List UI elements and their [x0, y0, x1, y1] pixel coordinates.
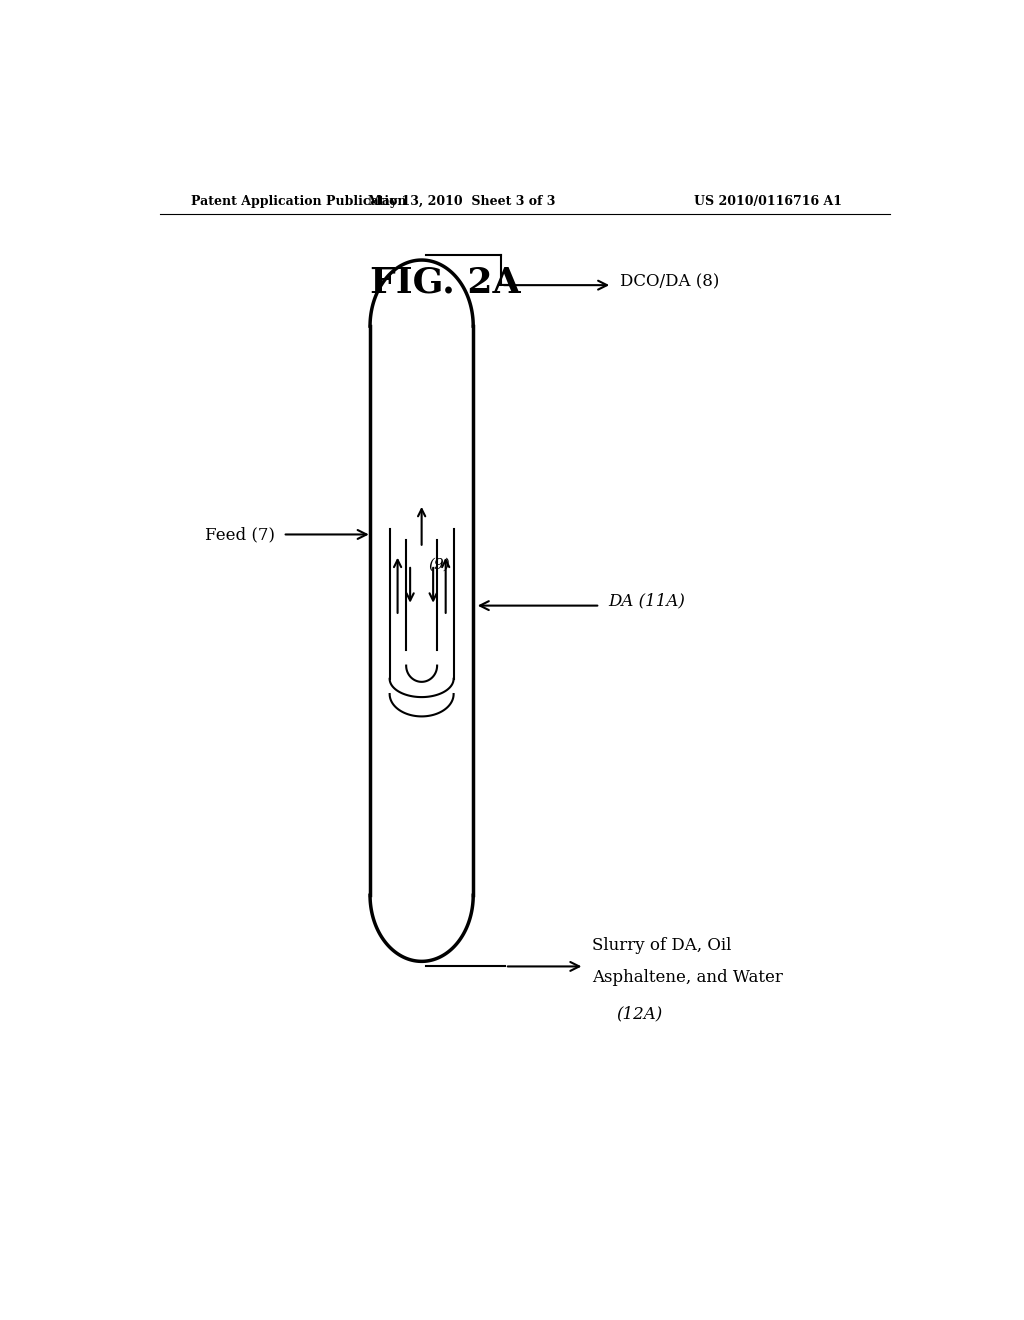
Text: Asphaltene, and Water: Asphaltene, and Water: [592, 969, 783, 986]
Text: (9): (9): [428, 558, 450, 572]
Text: DCO/DA (8): DCO/DA (8): [620, 273, 720, 290]
Text: US 2010/0116716 A1: US 2010/0116716 A1: [694, 194, 842, 207]
Text: Feed (7): Feed (7): [205, 525, 274, 543]
Text: (12A): (12A): [616, 1005, 663, 1022]
Text: May 13, 2010  Sheet 3 of 3: May 13, 2010 Sheet 3 of 3: [368, 194, 555, 207]
Text: FIG. 2A: FIG. 2A: [370, 265, 521, 300]
Text: DA (11A): DA (11A): [608, 593, 685, 609]
Text: Patent Application Publication: Patent Application Publication: [191, 194, 407, 207]
Text: Slurry of DA, Oil: Slurry of DA, Oil: [592, 937, 731, 954]
